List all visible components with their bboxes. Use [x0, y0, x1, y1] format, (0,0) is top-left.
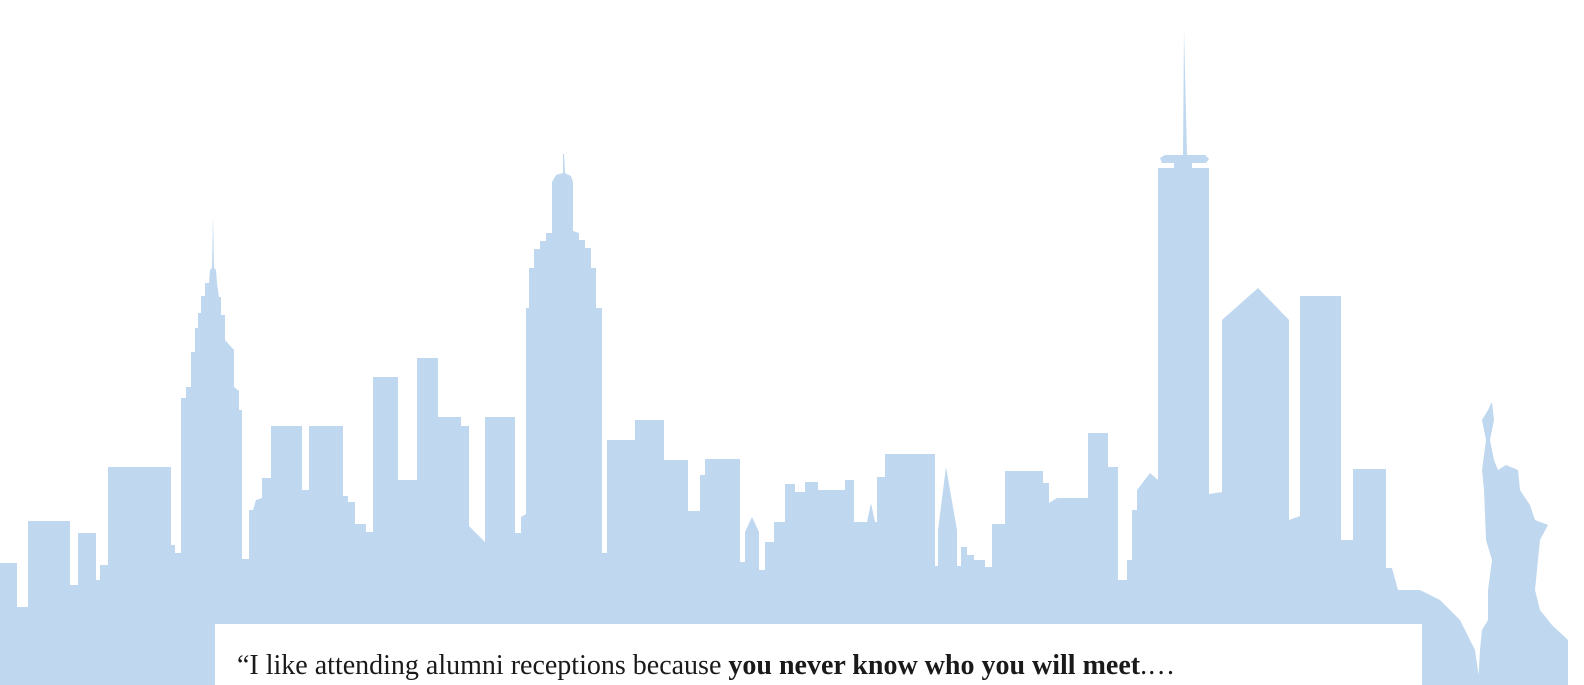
quote-text: “I like attending alumni receptions beca… — [237, 650, 1175, 681]
statue-of-liberty — [1478, 402, 1568, 685]
skyline — [0, 30, 1480, 685]
quote-lead: “I like attending alumni receptions beca… — [237, 650, 728, 681]
quote-emphasis: you never know who you will meet — [728, 650, 1140, 681]
page: “I like attending alumni receptions beca… — [0, 0, 1584, 685]
skyline-banner: “I like attending alumni receptions beca… — [0, 0, 1584, 685]
quote-trail: .… — [1140, 650, 1175, 681]
